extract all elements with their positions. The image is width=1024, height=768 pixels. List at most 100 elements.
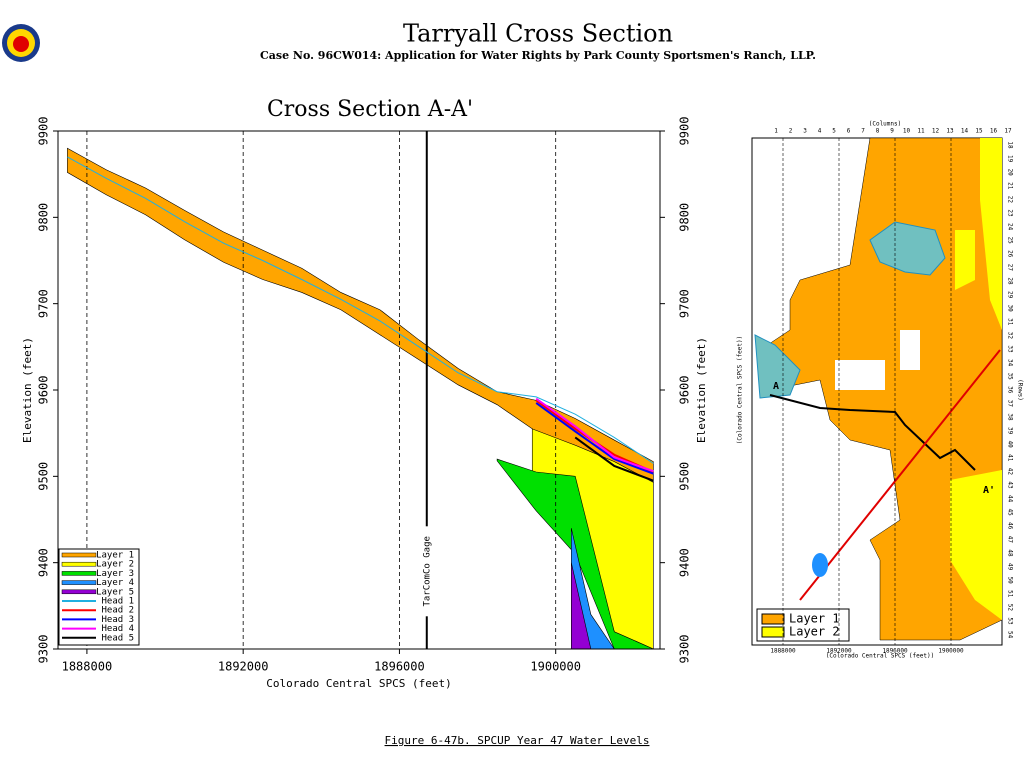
chart-title: Cross Section A-A' (267, 97, 473, 122)
y2-axis-label: Elevation (feet) (695, 337, 708, 443)
gage-label: TarComCo Gage (422, 536, 432, 606)
map-row-label: 25 (1007, 237, 1014, 245)
map-columns-label: (Columns) (869, 121, 902, 128)
x-tick-label: 1896000 (374, 660, 425, 674)
map: Layer 1 Layer 2 A A' (Columns) (Rows) (C… (737, 121, 1024, 660)
legend-swatch (61, 580, 97, 585)
y2-tick-label: 9700 (678, 289, 692, 318)
x-tick-label: 1888000 (62, 660, 113, 674)
map-row-label: 49 (1007, 563, 1014, 571)
map-column-label: 1 (774, 128, 778, 135)
map-row-label: 23 (1007, 209, 1014, 217)
map-row-label: 53 (1007, 617, 1014, 625)
legend-label: Layer 1 (96, 551, 134, 561)
map-row-label: 41 (1007, 454, 1014, 462)
layer-area (67, 147, 654, 483)
map-column-label: 6 (847, 128, 851, 135)
legend-label: Head 5 (101, 633, 134, 643)
y-tick-label: 9900 (37, 117, 51, 146)
y2-tick-label: 9400 (678, 548, 692, 577)
title: Tarryall Cross Section (403, 20, 673, 48)
map-column-label: 14 (961, 128, 969, 135)
legend-label: Head 3 (101, 615, 134, 625)
y2-tick-label: 9900 (678, 117, 692, 146)
map-x-tick-label: 1888000 (770, 648, 796, 655)
map-column-label: 3 (803, 128, 807, 135)
map-row-label: 19 (1007, 155, 1014, 163)
map-row-label: 30 (1007, 305, 1014, 313)
map-column-label: 4 (818, 128, 822, 135)
logo (2, 24, 40, 62)
map-row-label: 29 (1007, 291, 1014, 299)
map-row-label: 21 (1007, 182, 1014, 190)
y-axis-label: Elevation (feet) (21, 337, 34, 443)
legend-label: Layer 3 (96, 569, 134, 579)
y-tick-label: 9700 (37, 289, 51, 318)
legend-label: Head 2 (101, 606, 134, 616)
map-row-label: 34 (1007, 359, 1014, 367)
x-tick-label: 1892000 (218, 660, 269, 674)
head-line (67, 156, 654, 464)
legend-swatch (61, 589, 97, 595)
point-label: A' (983, 485, 995, 496)
y-tick-label: 9300 (37, 635, 51, 664)
map-column-label: 16 (990, 128, 998, 135)
map-row-label: 43 (1007, 481, 1014, 489)
map-row-label: 38 (1007, 413, 1014, 421)
x-axis-label: Colorado Central SPCS (feet) (266, 677, 451, 690)
map-column-label: 2 (789, 128, 793, 135)
map-row-label: 31 (1007, 318, 1014, 326)
map-column-label: 9 (890, 128, 894, 135)
caption: Figure 6-47b. SPCUP Year 47 Water Levels (385, 734, 650, 747)
y-tick-label: 9600 (37, 376, 51, 405)
y2-tick-label: 9300 (678, 635, 692, 664)
y-tick-label: 9400 (37, 548, 51, 577)
legend-swatch (61, 561, 97, 567)
map-row-label: 37 (1007, 400, 1014, 408)
y-tick-label: 9800 (37, 203, 51, 232)
map-row-label: 24 (1007, 223, 1014, 231)
gage-label-bg (420, 526, 433, 617)
map-column-label: 5 (832, 128, 836, 135)
map-y-label: (Colorado Central SPCS (feet)) (737, 336, 744, 444)
map-column-label: 11 (917, 128, 925, 135)
legend-label: Head 1 (101, 597, 134, 607)
map-column-label: 12 (932, 128, 940, 135)
y2-tick-label: 9600 (678, 376, 692, 405)
map-x-tick-label: 1892000 (826, 648, 852, 655)
map-column-label: 8 (876, 128, 880, 135)
legend-label: Layer 2 (96, 560, 134, 570)
map-row-label: 33 (1007, 345, 1014, 353)
map-row-label: 26 (1007, 250, 1014, 258)
map-row-label: 27 (1007, 264, 1014, 272)
map-row-label: 50 (1007, 577, 1014, 585)
legend-swatch (61, 571, 97, 576)
map-column-label: 17 (1004, 128, 1012, 135)
head-line (535, 397, 654, 473)
map-row-label: 52 (1007, 604, 1014, 612)
map-row-label: 39 (1007, 427, 1014, 435)
map-legend-label: Layer 2 (789, 625, 840, 639)
map-row-label: 28 (1007, 277, 1014, 285)
subtitle: Case No. 96CW014: Application for Water … (260, 49, 816, 62)
map-row-label: 48 (1007, 549, 1014, 557)
map-x-tick-label: 1900000 (938, 648, 964, 655)
head-line (574, 436, 654, 482)
map-row-label: 51 (1007, 590, 1014, 598)
y-tick-label: 9500 (37, 462, 51, 491)
map-x-tick-label: 1896000 (882, 648, 908, 655)
legend-swatch (61, 552, 97, 558)
point-label: A (773, 381, 779, 392)
map-row-label: 44 (1007, 495, 1014, 503)
map-row-label: 22 (1007, 196, 1014, 204)
map-row-label: 45 (1007, 509, 1014, 517)
map-column-label: 15 (975, 128, 983, 135)
x-tick-label: 1900000 (530, 660, 581, 674)
map-column-label: 13 (946, 128, 954, 135)
map-column-label: 7 (861, 128, 865, 135)
legend-label: Layer 5 (96, 587, 134, 597)
map-row-label: 36 (1007, 386, 1014, 394)
plot-frame (57, 130, 661, 650)
